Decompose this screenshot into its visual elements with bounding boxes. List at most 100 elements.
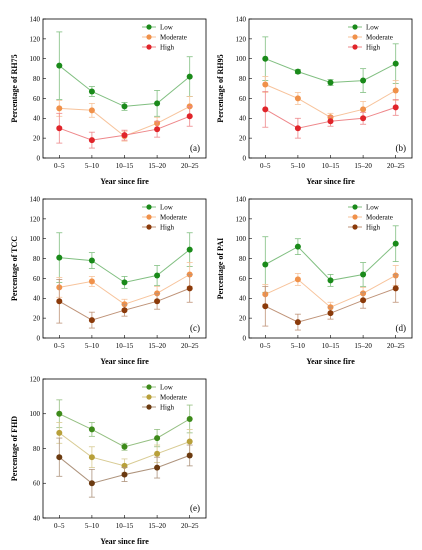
x-tick-label: 20–25 (181, 342, 199, 350)
legend-marker (352, 34, 358, 40)
y-tick-label: 120 (30, 375, 41, 383)
data-point (294, 68, 301, 75)
data-point (88, 426, 95, 433)
x-tick-label: 0–5 (260, 162, 271, 170)
legend-marker (146, 214, 152, 220)
y-tick-label: 80 (239, 255, 247, 263)
data-point (56, 62, 63, 69)
legend-label: Moderate (160, 213, 187, 221)
legend-marker (352, 24, 358, 30)
panel-label: (d) (396, 323, 407, 333)
y-tick-label: 60 (239, 95, 247, 103)
data-point (121, 279, 128, 286)
data-point (262, 261, 269, 268)
series-line (58, 65, 191, 107)
chart-panel-2: 0 20 40 60 80 100 120 140 0–5 5–10 10–15 15–20 20–25… (216, 15, 413, 186)
legend-marker (146, 24, 152, 30)
series-low (262, 225, 399, 293)
series-high (262, 91, 399, 139)
y-tick-label: 20 (33, 135, 41, 143)
y-tick-label: 40 (33, 514, 41, 522)
y-tick-label: 60 (239, 275, 247, 283)
x-axis-title: Year since fire (306, 357, 355, 366)
legend-marker (352, 204, 358, 210)
data-point (360, 106, 367, 113)
x-tick-label: 10–15 (116, 342, 134, 350)
data-point (121, 132, 128, 139)
data-point (154, 450, 161, 457)
y-tick-label: 120 (30, 35, 41, 43)
series-high (56, 105, 193, 149)
y-tick-label: 140 (30, 15, 41, 23)
data-point (294, 243, 301, 250)
y-tick-label: 0 (243, 334, 247, 342)
series-high (56, 437, 193, 498)
legend-label: High (160, 223, 175, 231)
x-tick-label: 5–10 (85, 522, 100, 530)
data-point (327, 118, 334, 125)
data-point (392, 240, 399, 247)
x-tick-label: 0–5 (260, 342, 271, 350)
legend-marker (146, 34, 152, 40)
data-point (56, 410, 63, 417)
y-tick-label: 80 (33, 445, 41, 453)
x-tick-label: 15–20 (354, 162, 372, 170)
y-tick-label: 40 (239, 115, 247, 123)
data-point (262, 81, 269, 88)
series-low (56, 232, 193, 289)
data-point (186, 285, 193, 292)
y-axis-title: Percentage of TCC (10, 236, 19, 301)
y-tick-label: 60 (33, 275, 41, 283)
legend-label: Low (160, 23, 174, 31)
data-point (294, 276, 301, 283)
series-low (56, 31, 193, 117)
y-tick-label: 80 (239, 75, 247, 83)
x-tick-label: 10–15 (322, 342, 340, 350)
y-tick-label: 60 (33, 480, 41, 488)
x-tick-label: 20–25 (181, 522, 199, 530)
y-tick-label: 60 (33, 95, 41, 103)
legend-marker (352, 224, 358, 230)
y-tick-label: 100 (236, 235, 247, 243)
chart-panel-5: 40 60 80 100 120 0–5 5–10 10–15 15–20 20–25 Year s… (10, 375, 207, 546)
y-tick-label: 100 (236, 55, 247, 63)
legend-label: High (160, 43, 175, 51)
data-point (154, 464, 161, 471)
series-high (56, 274, 193, 329)
y-axis-title: Percentage of RH75 (10, 54, 19, 122)
legend-label: Moderate (366, 213, 393, 221)
data-point (56, 125, 63, 132)
y-tick-label: 120 (30, 215, 41, 223)
legend-marker (146, 394, 152, 400)
data-point (392, 285, 399, 292)
data-point (88, 317, 95, 324)
chart-panel-3: 0 20 40 60 80 100 120 140 0–5 5–10 10–15 15–20 20–25… (10, 195, 207, 366)
x-axis-title: Year since fire (100, 537, 149, 546)
data-point (360, 115, 367, 122)
series-low (56, 399, 193, 451)
x-tick-label: 15–20 (148, 162, 166, 170)
data-point (88, 480, 95, 487)
x-tick-label: 20–25 (387, 342, 405, 350)
data-point (121, 443, 128, 450)
legend-label: Low (160, 383, 174, 391)
legend-marker (352, 44, 358, 50)
legend-marker (146, 204, 152, 210)
x-tick-label: 5–10 (85, 162, 100, 170)
data-point (186, 246, 193, 253)
panel-label: (b) (396, 143, 407, 153)
x-tick-label: 15–20 (148, 522, 166, 530)
data-point (88, 278, 95, 285)
data-point (392, 87, 399, 94)
y-tick-label: 120 (236, 215, 247, 223)
data-point (121, 307, 128, 314)
legend-marker (146, 404, 152, 410)
y-tick-label: 0 (243, 154, 247, 162)
data-point (88, 454, 95, 461)
y-tick-label: 100 (30, 410, 41, 418)
chart-panel-1: 0 20 40 60 80 100 120 140 0–5 5–10 10–15 15–20 20–25… (10, 15, 207, 186)
series-moderate (262, 265, 399, 313)
series-low (262, 36, 399, 93)
y-tick-label: 140 (236, 195, 247, 203)
